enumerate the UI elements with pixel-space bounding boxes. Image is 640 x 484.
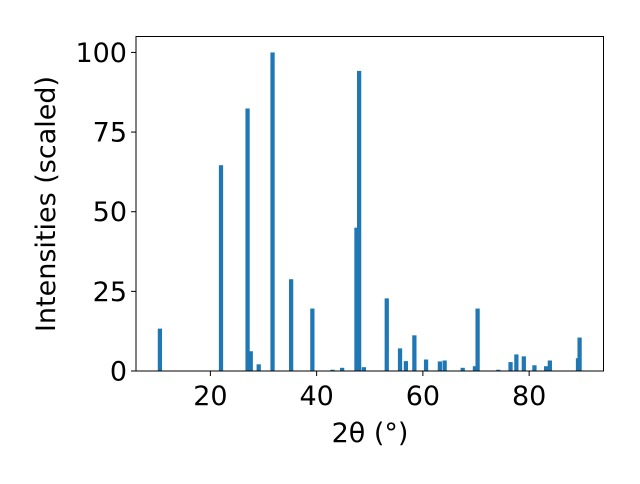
- bar: [496, 369, 501, 371]
- bar: [532, 365, 537, 371]
- x-axis-ticks: 20 40 60 80: [193, 371, 546, 412]
- y-tick-label: 0: [110, 357, 127, 388]
- bar: [514, 354, 519, 371]
- bar: [423, 359, 429, 371]
- bar: [357, 70, 362, 371]
- y-tick-label: 100: [75, 38, 127, 69]
- x-axis-label: 2θ (°): [332, 418, 409, 449]
- bar: [340, 367, 345, 371]
- bar: [397, 348, 403, 371]
- bars-layer: [157, 52, 582, 372]
- y-tick-label: 25: [93, 277, 127, 308]
- bar: [354, 227, 359, 371]
- bar: [361, 367, 367, 371]
- bar: [384, 298, 389, 371]
- bar: [544, 366, 549, 371]
- bar: [472, 366, 478, 371]
- bar: [437, 361, 442, 371]
- bar: [412, 335, 417, 371]
- x-tick-label: 40: [299, 381, 333, 412]
- bar: [508, 362, 513, 371]
- bar: [218, 165, 224, 371]
- bar: [270, 52, 275, 372]
- bar: [577, 337, 582, 371]
- y-tick-label: 50: [93, 197, 127, 228]
- x-tick-label: 60: [406, 381, 440, 412]
- bar: [289, 279, 294, 371]
- plot-frame: [135, 36, 604, 372]
- x-tick-label: 80: [512, 381, 546, 412]
- bar: [403, 361, 408, 371]
- bar: [248, 351, 253, 371]
- bar: [475, 308, 480, 371]
- y-axis-ticks: 0 25 50 75 100: [75, 38, 136, 388]
- y-tick-label: 75: [93, 118, 127, 149]
- y-axis-label: Intensities (scaled): [31, 76, 62, 332]
- bar: [245, 108, 250, 371]
- bar: [310, 308, 315, 371]
- bar: [256, 364, 261, 371]
- bar: [157, 328, 163, 371]
- bar: [460, 367, 465, 371]
- x-tick-label: 20: [193, 381, 227, 412]
- bar: [521, 356, 526, 371]
- bar: [442, 360, 447, 371]
- bar: [330, 369, 335, 371]
- bar: [547, 360, 552, 371]
